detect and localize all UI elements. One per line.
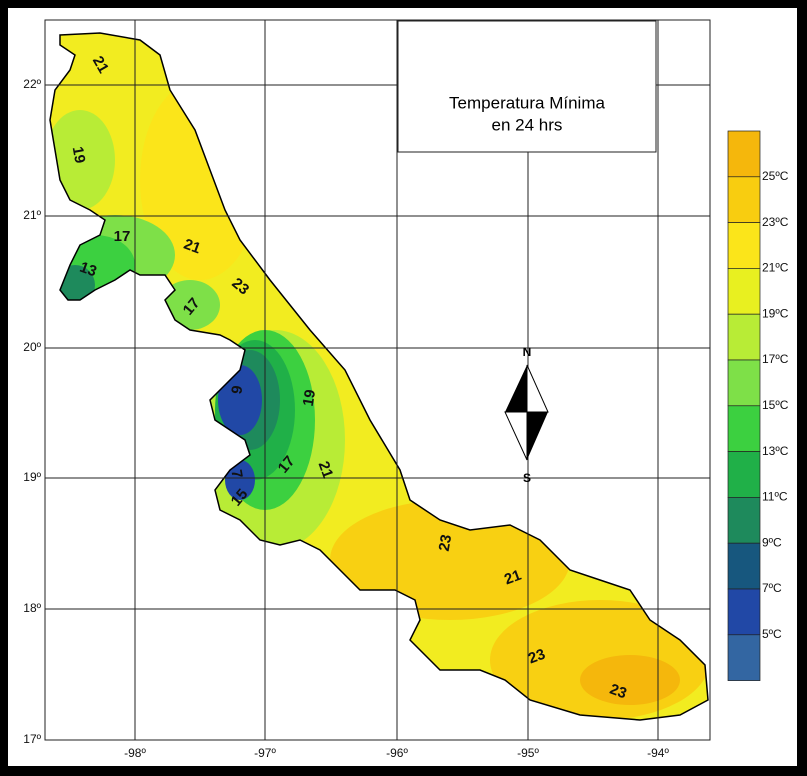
legend-label: 11ºC <box>762 490 788 504</box>
compass <box>505 365 527 412</box>
legend-swatch <box>727 359 761 407</box>
contour-label: 19 <box>69 145 89 164</box>
legend-label: 19ºC <box>762 306 789 320</box>
legend-swatch <box>727 222 761 269</box>
legend-swatch <box>727 542 761 590</box>
legend-label: 5ºC <box>762 627 782 641</box>
legend-label: 13ºC <box>762 444 789 458</box>
compass <box>527 412 548 460</box>
legend-swatch <box>727 451 761 498</box>
longitude-label: -95º <box>517 746 539 760</box>
latitude-label: 22º <box>23 77 41 91</box>
contour-label: 23 <box>607 681 628 703</box>
legend-swatch <box>727 634 761 681</box>
latitude-label: 21º <box>23 208 41 222</box>
contour-label: 23 <box>526 646 547 668</box>
latitude-label: 19º <box>23 470 41 484</box>
contour-label: 13 <box>77 259 98 281</box>
contour-label: 17 <box>114 228 131 245</box>
latitude-label: 18º <box>23 601 41 615</box>
legend-label: 25ºC <box>762 169 789 183</box>
legend-label: 15ºC <box>762 398 789 412</box>
longitude-label: -98º <box>124 746 146 760</box>
legend-swatch <box>727 268 761 315</box>
contour-label: 21 <box>502 567 523 589</box>
longitude-label: -97º <box>254 746 276 760</box>
legend-swatch <box>727 588 761 636</box>
latitude-label: 20º <box>23 340 41 354</box>
contour-label: 21 <box>181 236 202 258</box>
legend-swatch <box>727 497 761 544</box>
compass-north: N <box>523 345 532 359</box>
title: Temperatura Mínima <box>449 93 605 112</box>
contour-label: 9 <box>228 384 246 395</box>
compass-south: S <box>523 471 531 485</box>
legend-swatch <box>727 313 761 361</box>
legend-label: 21ºC <box>762 261 789 275</box>
legend-label: 7ºC <box>762 581 782 595</box>
contour-label: 21 <box>315 459 337 480</box>
contour-label: 21 <box>89 53 112 76</box>
longitude-label: -96º <box>386 746 408 760</box>
latitude-label: 17º <box>23 732 41 746</box>
legend-swatch <box>727 130 761 178</box>
title: en 24 hrs <box>492 115 563 134</box>
contour-label: 19 <box>300 388 320 407</box>
legend-swatch <box>727 405 761 452</box>
legend-label: 23ºC <box>762 215 789 229</box>
legend-swatch <box>727 176 761 223</box>
contour-label: 23 <box>436 533 456 552</box>
contour-label: 7 <box>227 468 245 479</box>
longitude-label: -94º <box>647 746 669 760</box>
title-box <box>397 20 657 153</box>
legend-label: 17ºC <box>762 352 789 366</box>
legend-label: 9ºC <box>762 535 782 549</box>
